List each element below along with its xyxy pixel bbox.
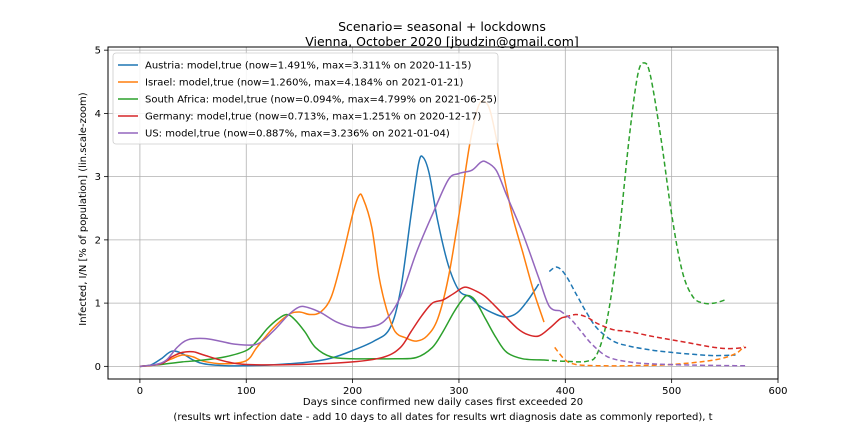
legend: Austria: model,true (now=1.491%, max=3.3… — [112, 52, 499, 145]
x-axis-label-2: (results wrt infection date - add 10 day… — [173, 412, 712, 423]
legend-box — [112, 52, 499, 145]
y-tick-label: 5 — [95, 46, 101, 57]
plot-area — [107, 46, 779, 380]
y-axis-label: Infected, I/N [% of population] (lin.sca… — [78, 92, 89, 325]
series-lines — [139, 62, 747, 368]
series-line-south-africa-true — [139, 294, 545, 368]
series-line-us-true — [139, 160, 561, 368]
legend-entry-israel: Israel: model,true (now=1.260%, max=4.18… — [145, 78, 464, 89]
axis-ticks: 0 100 200 300 400 500 600 0 1 2 3 4 5 — [95, 46, 788, 397]
x-tick-label: 100 — [237, 386, 256, 397]
series-line-austria-model — [548, 266, 736, 357]
legend-entry-south-africa: South Africa: model,true (now=0.094%, ma… — [145, 95, 497, 106]
y-tick-label: 2 — [95, 235, 101, 246]
chart-subtitle: Vienna, October 2020 [jbudzin@gmail.com] — [305, 34, 579, 49]
x-tick-label: 0 — [137, 386, 143, 397]
x-tick-label: 600 — [768, 386, 787, 397]
legend-entry-austria: Austria: model,true (now=1.491%, max=3.3… — [145, 61, 472, 72]
x-tick-label: 500 — [662, 386, 681, 397]
y-tick-label: 4 — [95, 109, 101, 120]
series-line-germany-model — [565, 313, 747, 350]
x-axis-label: Days since confirmed new daily cases fir… — [303, 397, 583, 408]
chart-title: Scenario= seasonal + lockdowns — [338, 19, 546, 34]
legend-entry-us: US: model,true (now=0.887%, max=3.236% o… — [145, 129, 450, 140]
x-tick-label: 300 — [449, 386, 468, 397]
x-tick-label: 400 — [556, 386, 575, 397]
legend-entry-germany: Germany: model,true (now=0.713%, max=1.2… — [145, 112, 481, 123]
series-line-us-model — [559, 310, 747, 367]
y-tick-label: 0 — [95, 362, 101, 373]
x-tick-label: 200 — [343, 386, 362, 397]
y-tick-label: 3 — [95, 172, 101, 183]
series-line-south-africa-model — [543, 62, 726, 363]
y-tick-label: 1 — [95, 299, 101, 310]
series-line-germany-true — [139, 286, 566, 368]
series-line-austria-true — [139, 155, 540, 368]
